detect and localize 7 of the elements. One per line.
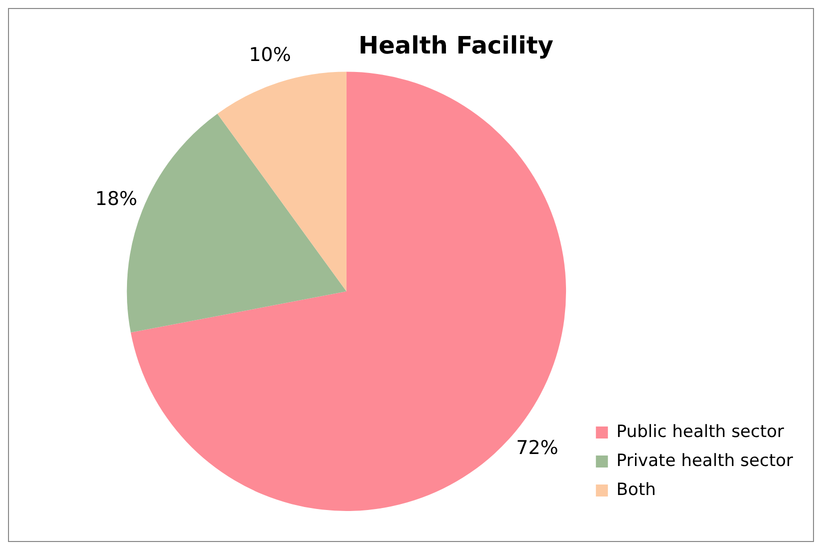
legend-label: Private health sector xyxy=(616,450,794,471)
legend-label: Public health sector xyxy=(616,422,784,442)
data-label: 10% xyxy=(248,44,292,66)
legend-label: Both xyxy=(616,480,656,500)
data-label: 18% xyxy=(95,188,138,210)
data-label: 72% xyxy=(516,437,558,460)
chart-title: Health Facility xyxy=(358,32,554,60)
